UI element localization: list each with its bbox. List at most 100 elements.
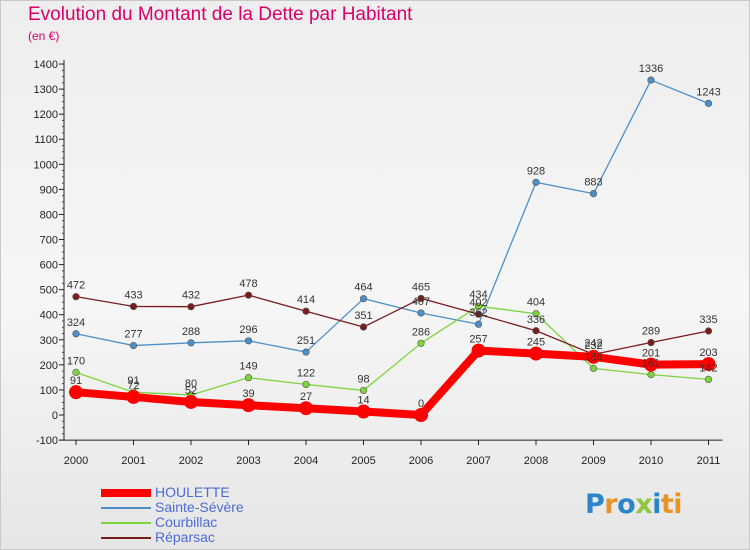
data-label: 277 <box>124 329 142 341</box>
data-label: 149 <box>239 361 257 373</box>
y-tick-label: -100 <box>36 435 58 447</box>
data-label: 351 <box>354 310 372 322</box>
legend-label: HOULETTE <box>155 484 230 500</box>
series-line <box>75 305 710 396</box>
data-label: 142 <box>699 362 717 374</box>
data-label: 464 <box>354 282 372 294</box>
data-label: 170 <box>67 355 85 367</box>
data-point <box>644 357 658 372</box>
data-label: 39 <box>242 388 254 400</box>
data-point <box>187 303 195 311</box>
data-point <box>529 346 543 361</box>
data-point <box>359 323 368 331</box>
data-point <box>299 401 313 416</box>
series-line <box>75 294 710 355</box>
data-point <box>414 408 428 422</box>
data-label: 1336 <box>639 63 663 75</box>
y-tick-label: 300 <box>40 335 58 347</box>
logo-letter: x <box>635 489 653 520</box>
data-point <box>184 394 198 409</box>
data-point <box>69 385 83 400</box>
data-point <box>72 293 80 301</box>
y-tick-label: 1200 <box>34 109 58 121</box>
data-label: 288 <box>182 326 200 338</box>
legend-swatch <box>101 537 151 539</box>
data-label: 407 <box>412 296 430 308</box>
proxiti-logo: Proxiti <box>585 489 683 520</box>
data-label: 1243 <box>696 86 720 98</box>
legend-swatch <box>101 522 151 524</box>
data-point <box>701 357 716 372</box>
data-point <box>474 310 483 318</box>
data-label: 472 <box>67 280 85 292</box>
data-label: 80 <box>185 378 197 390</box>
data-point <box>417 309 425 317</box>
data-point <box>241 398 256 413</box>
data-label: 433 <box>124 289 142 301</box>
data-point <box>589 190 598 198</box>
x-tick-label: 2010 <box>639 455 663 467</box>
data-label: 432 <box>182 290 200 302</box>
data-point <box>417 339 425 347</box>
data-point <box>302 348 310 356</box>
data-label: 404 <box>527 297 545 309</box>
data-label: 14 <box>357 394 369 406</box>
data-label: 324 <box>67 317 85 329</box>
data-label: 434 <box>469 289 487 301</box>
y-tick-label: 500 <box>40 285 58 297</box>
data-label: 242 <box>584 337 602 349</box>
data-label: 928 <box>527 165 545 177</box>
data-label: 335 <box>699 314 717 326</box>
y-tick-label: 0 <box>52 410 58 422</box>
series-line <box>75 79 710 353</box>
data-point <box>647 338 655 347</box>
data-point <box>704 327 713 335</box>
data-label: 203 <box>699 347 717 359</box>
legend-label: Courbillac <box>155 514 218 530</box>
chart-unit: (en €) <box>28 29 60 43</box>
chart-title: Evolution du Montant de la Dette par Hab… <box>28 4 413 25</box>
data-point <box>532 327 540 335</box>
data-point <box>359 295 368 303</box>
logo-letter: P <box>585 489 605 520</box>
x-tick-label: 2001 <box>121 455 145 467</box>
series-lines <box>69 76 716 422</box>
y-tick-label: 200 <box>40 360 58 372</box>
data-label: 122 <box>297 367 315 379</box>
data-label: 336 <box>527 314 545 326</box>
data-point <box>704 99 713 107</box>
legend-swatch <box>101 489 151 497</box>
data-label: 52 <box>185 385 197 397</box>
data-point <box>302 380 310 389</box>
data-point <box>532 178 540 186</box>
x-tick-label: 2009 <box>581 455 605 467</box>
x-tick-label: 2002 <box>179 455 203 467</box>
x-tick-label: 2007 <box>466 455 490 467</box>
data-label: 91 <box>127 375 139 387</box>
data-label: 296 <box>239 324 257 336</box>
data-label: 402 <box>469 297 487 309</box>
data-label: 478 <box>239 278 257 290</box>
data-point <box>126 389 141 404</box>
x-tick-label: 2003 <box>236 455 260 467</box>
data-label: 289 <box>642 326 660 338</box>
axes: -100010020030040050060070080090010001100… <box>34 59 723 467</box>
data-label: 201 <box>642 348 660 360</box>
data-point <box>72 368 80 376</box>
y-tick-label: 600 <box>40 260 58 272</box>
logo-letter: ti <box>660 489 683 520</box>
data-point <box>359 386 368 395</box>
data-point <box>647 76 655 84</box>
data-point <box>129 302 138 311</box>
data-point <box>244 374 253 382</box>
data-point <box>704 375 713 384</box>
data-label: 286 <box>412 326 430 338</box>
data-point <box>129 341 138 350</box>
data-label: 98 <box>357 373 369 385</box>
logo-letter: r <box>604 489 618 520</box>
x-tick-label: 2008 <box>524 455 548 467</box>
data-label: 251 <box>297 335 315 347</box>
data-label: 72 <box>127 380 139 392</box>
